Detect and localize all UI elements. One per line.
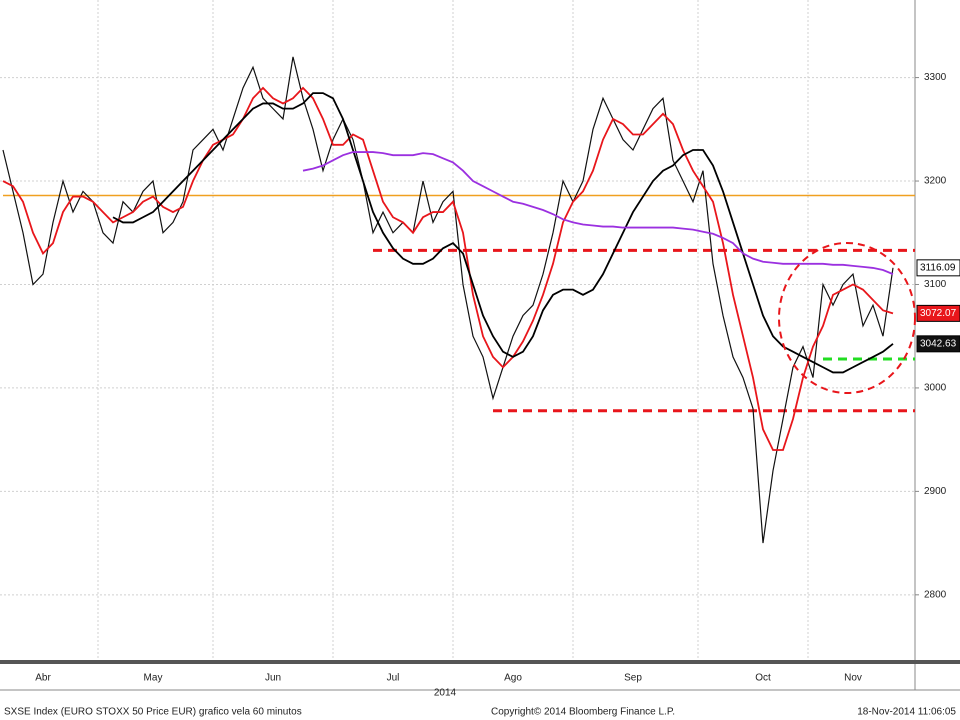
last-value-tag <box>916 335 960 353</box>
x-tick-label: Jul <box>387 673 400 684</box>
last-value-label: 3042.63 <box>920 338 957 349</box>
last-value-tag <box>916 304 960 322</box>
highlight-circle <box>778 242 916 394</box>
y-tick-label: 2800 <box>924 589 947 600</box>
footer-right: 18-Nov-2014 11:06:05 <box>857 707 956 718</box>
x-tick-label: Jun <box>265 673 281 684</box>
x-tick-label: Abr <box>35 673 51 684</box>
series-line <box>302 151 894 275</box>
x-axis-band <box>0 660 960 664</box>
footer-left: SXSE Index (EURO STOXX 50 Price EUR) gra… <box>4 707 302 718</box>
last-value-tag <box>916 259 960 277</box>
x-tick-label: May <box>144 673 163 684</box>
footer-center: Copyright© 2014 Bloomberg Finance L.P. <box>491 707 675 718</box>
y-tick-label: 3100 <box>924 279 947 290</box>
last-value-label: 3116.09 <box>920 262 956 273</box>
x-tick-label: Oct <box>755 673 771 684</box>
series-line <box>2 56 894 544</box>
series-line <box>2 86 894 451</box>
y-tick-label: 3300 <box>924 72 947 83</box>
plot-area <box>0 0 915 660</box>
x-tick-label: Sep <box>624 673 642 684</box>
series-line <box>112 92 894 374</box>
y-tick-label: 3000 <box>924 383 947 394</box>
y-tick-label: 3200 <box>924 176 947 187</box>
y-tick-label: 2900 <box>924 486 947 497</box>
x-tick-label: Nov <box>844 673 862 684</box>
year-label: 2014 <box>434 688 457 699</box>
x-tick-label: Ago <box>504 673 522 684</box>
last-value-label: 3072.07 <box>920 308 957 319</box>
